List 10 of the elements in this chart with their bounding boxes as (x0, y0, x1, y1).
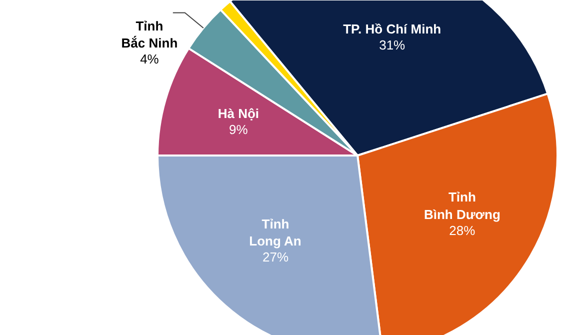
data-label: 28% (449, 222, 476, 238)
data-label: 4% (140, 52, 160, 66)
slice-label: Tỉnh Bắc Ninh (121, 18, 178, 50)
slice-label: Tỉnh Bình Dương (424, 190, 500, 222)
data-label: 9% (229, 122, 248, 137)
data-label: 27% (262, 250, 289, 265)
data-label: 31% (379, 37, 406, 52)
slice-label: TP. Hồ Chí Minh (343, 21, 442, 36)
slice-label: Hà Nội (218, 106, 260, 121)
slice-label: Tỉnh Long An (249, 216, 302, 249)
